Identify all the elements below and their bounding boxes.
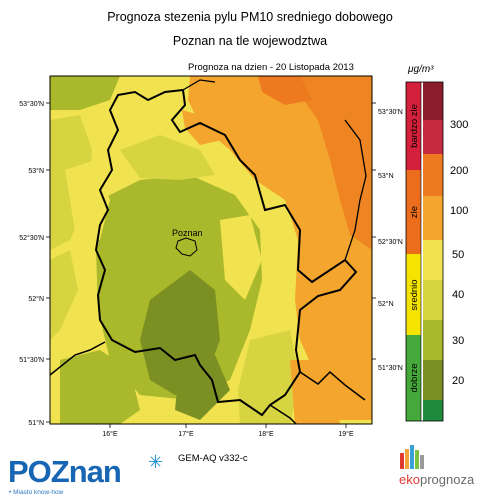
scale-value: 100 [450,205,468,217]
lat-label-right: 51°30'N [378,364,403,372]
lon-label: 17°E [178,430,194,438]
scale-level [423,400,443,421]
map-title: Prognoza stezenia pylu PM10 sredniego do… [107,10,393,24]
poznan-logo: POZnan ✳ [8,452,163,490]
scale-level [423,360,443,400]
concentration-field [50,76,372,424]
scale-level [423,120,443,154]
forecast-date: Prognoza na dzien - 20 Listopada 2013 [188,62,354,73]
scale-category-label: bardzo zle [409,104,420,148]
scale-value: 50 [452,249,464,261]
scale-level [423,320,443,360]
city-label: Poznan [172,228,203,238]
city-outline [175,237,198,257]
scale-level [423,82,443,120]
lon-label: 16°E [102,430,118,438]
scale-level [423,240,443,280]
scale-category-dobrze [406,335,421,421]
ekoprognoza-logo-suffix: prognoza [419,472,475,487]
scale-value: 30 [452,335,464,347]
voivodeship-border [94,88,358,417]
poznan-logo-text: POZnan [8,454,122,489]
lat-label-right: 52°N [378,300,394,308]
scale-value: 200 [450,165,468,177]
lat-label: 53°N [28,167,44,175]
scale-value: 20 [452,375,464,387]
lat-label-right: 52°30'N [378,238,403,246]
scale-value: 40 [452,289,464,301]
lat-label-right: 53°30'N [378,108,403,116]
model-label: GEM-AQ v332-c [178,453,248,464]
lat-label: 52°30'N [19,234,44,242]
scale-value: 300 [450,119,468,131]
star-icon: ✳ [148,452,163,472]
ekoprognoza-logo: ekoprognoza [399,472,474,487]
lat-label-right: 53°N [378,172,394,180]
poznan-logo-tagline: • Miasto know-how [9,489,64,496]
lat-label: 51°N [28,419,44,427]
scale-level [423,280,443,320]
lat-label: 51°30'N [19,356,44,364]
scale-level [423,154,443,196]
scale-category-label: dobrze [409,363,420,392]
lat-label: 53°30'N [19,100,44,108]
unit-label: μg/m³ [408,64,434,75]
scale-category-label: zle [409,206,420,218]
ekoprognoza-logo-icon [400,445,424,469]
scale-category-label: srednio [409,279,420,310]
scale-category-bardzo-zle [406,82,421,170]
scale-category-zle [406,170,421,254]
lon-label: 18°E [258,430,274,438]
scale-level [423,196,443,240]
map-subtitle: Poznan na tle wojewodztwa [172,34,328,48]
scale-category-srednio [406,254,421,335]
color-scale: dobrze srednio zle bardzo zle 20 30 40 5… [405,81,468,422]
lon-label: 19°E [338,430,354,438]
ekoprognoza-logo-prefix: eko [399,472,420,487]
lat-label: 52°N [28,295,44,303]
